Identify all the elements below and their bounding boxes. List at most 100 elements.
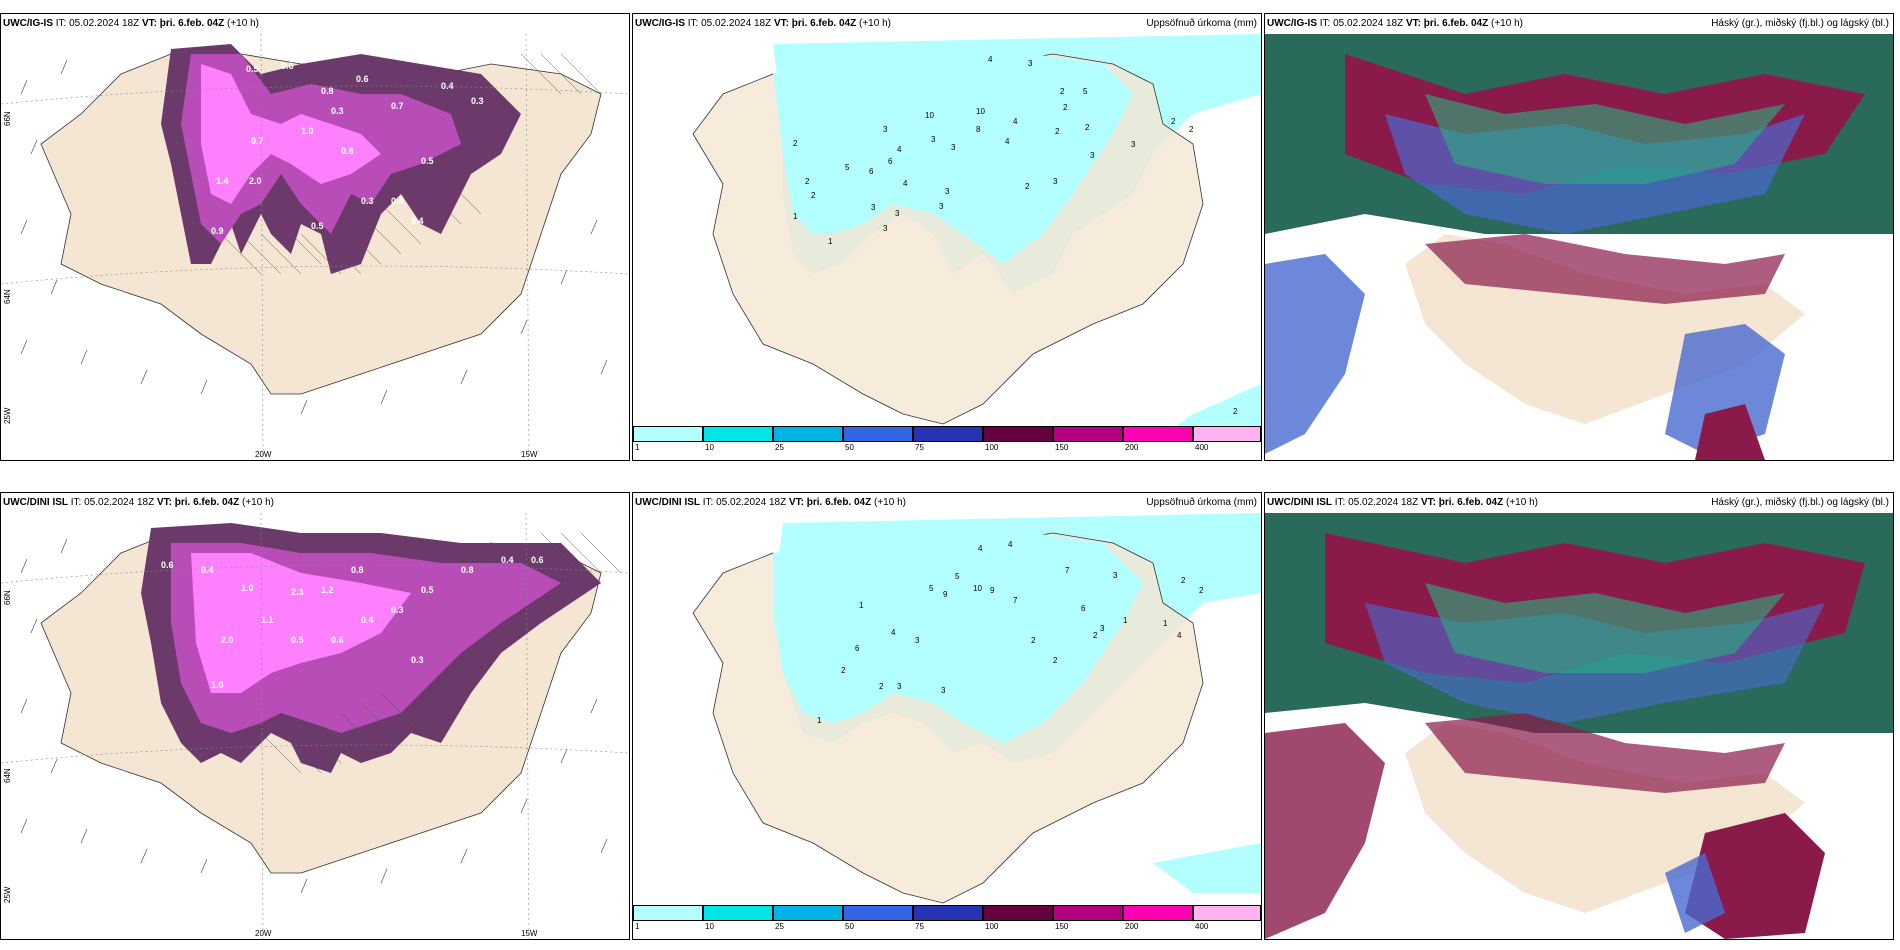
svg-text:3: 3: [883, 224, 888, 233]
precip-labels: 4 4 7 5 5 9 10 9 7 6 3 3 2 2 6 4 3 2 2 1…: [817, 540, 1204, 725]
legend-swatch: [1193, 426, 1261, 442]
svg-text:2: 2: [1199, 586, 1204, 595]
legend-tick-label: 75: [915, 922, 924, 931]
svg-text:4: 4: [1013, 117, 1018, 126]
svg-text:2: 2: [1063, 103, 1068, 112]
precip-map: 4 4 7 5 5 9 10 9 7 6 3 3 2 2 6 4 3 2 2 1…: [633, 513, 1261, 921]
svg-text:8: 8: [976, 125, 981, 134]
legend-tick-label: 1: [635, 922, 640, 931]
lon-label-25w: 25W: [3, 886, 12, 903]
panel-header: UWC/IG-IS IT: 05.02.2024 18Z VT: þri. 6.…: [1267, 18, 1523, 29]
legend-swatch: [703, 905, 773, 921]
legend-swatch: [1123, 426, 1193, 442]
svg-text:5: 5: [955, 572, 960, 581]
svg-text:1.0: 1.0: [301, 126, 314, 136]
svg-text:0.3: 0.3: [391, 605, 404, 615]
legend-tick-label: 1: [635, 443, 640, 452]
snow-map: 0.6 0.4 1.0 2.3 1.2 0.8 2.0 1.1 0.5 0.6 …: [1, 513, 629, 939]
panel-title: Uppsöfnuð úrkoma (mm): [1146, 497, 1257, 508]
svg-text:1: 1: [1123, 616, 1128, 625]
legend-tick-label: 25: [775, 443, 784, 452]
svg-text:1.2: 1.2: [321, 585, 334, 595]
svg-text:0.7: 0.7: [391, 101, 404, 111]
svg-text:0.8: 0.8: [461, 565, 474, 575]
svg-text:0.4: 0.4: [411, 216, 424, 226]
panel-bottom-right-cloud: UWC/DINI ISL IT: 05.02.2024 18Z VT: þri.…: [1264, 492, 1894, 940]
lat-label-64n: 64N: [3, 768, 12, 783]
svg-text:6: 6: [855, 644, 860, 653]
svg-text:2: 2: [879, 682, 884, 691]
svg-text:1.0: 1.0: [211, 680, 224, 690]
svg-text:9: 9: [943, 590, 948, 599]
legend-swatch: [983, 905, 1053, 921]
svg-text:1.0: 1.0: [241, 583, 254, 593]
panel-title: Háský (gr.), miðský (fj.bl.) og lágský (…: [1711, 18, 1889, 29]
svg-text:0.4: 0.4: [361, 615, 374, 625]
legend-swatch: [1193, 905, 1261, 921]
panel-top-right-cloud: UWC/IG-IS IT: 05.02.2024 18Z VT: þri. 6.…: [1264, 13, 1894, 461]
svg-text:1: 1: [817, 716, 822, 725]
legend-tick-label: 200: [1125, 922, 1139, 931]
svg-text:3: 3: [951, 143, 956, 152]
svg-text:1: 1: [793, 212, 798, 221]
svg-text:3: 3: [941, 686, 946, 695]
svg-text:6: 6: [888, 157, 893, 166]
svg-text:2: 2: [1181, 576, 1186, 585]
svg-text:0.3: 0.3: [331, 106, 344, 116]
legend-swatch: [983, 426, 1053, 442]
legend-tick-label: 400: [1195, 443, 1209, 452]
cloud-map: [1265, 513, 1893, 939]
svg-text:0.5: 0.5: [311, 221, 324, 231]
svg-text:0.6: 0.6: [531, 555, 544, 565]
svg-text:4: 4: [897, 145, 902, 154]
panel-header: UWC/IG-IS IT: 05.02.2024 18Z VT: þri. 6.…: [635, 18, 891, 29]
svg-text:5: 5: [929, 584, 934, 593]
legend-tick-label: 200: [1125, 443, 1139, 452]
svg-text:2: 2: [811, 191, 816, 200]
lon-label-20w: 20W: [255, 450, 272, 459]
panel-header: UWC/IG-IS IT: 05.02.2024 18Z VT: þri. 6.…: [3, 18, 259, 29]
svg-text:10: 10: [973, 584, 982, 593]
panel-title: Háský (gr.), miðský (fj.bl.) og lágský (…: [1711, 497, 1889, 508]
svg-text:0.5: 0.5: [246, 64, 259, 74]
legend-swatch: [703, 426, 773, 442]
svg-text:3: 3: [939, 202, 944, 211]
svg-text:0.4: 0.4: [201, 565, 214, 575]
legend-swatch: [1123, 905, 1193, 921]
svg-text:0.3: 0.3: [411, 655, 424, 665]
svg-text:2: 2: [1093, 631, 1098, 640]
legend-tick-label: 100: [985, 443, 999, 452]
svg-text:3: 3: [1100, 624, 1105, 633]
svg-text:10: 10: [925, 111, 934, 120]
snow-labels: 0.5 0.6 0.8 0.3 0.6 0.7 0.4 0.3 0.7 1.0 …: [211, 61, 484, 236]
svg-text:2: 2: [1060, 87, 1065, 96]
svg-text:3: 3: [871, 203, 876, 212]
panel-title: Uppsöfnuð úrkoma (mm): [1146, 18, 1257, 29]
legend-tick-label: 400: [1195, 922, 1209, 931]
legend-tick-label: 100: [985, 922, 999, 931]
legend-swatch: [913, 426, 983, 442]
svg-text:0.3: 0.3: [361, 196, 374, 206]
legend-swatch: [843, 905, 913, 921]
precip-legend: 1 10 25 50 75 100 150 200 400: [633, 905, 1261, 935]
svg-text:3: 3: [1090, 151, 1095, 160]
svg-text:2: 2: [793, 139, 798, 148]
svg-text:3: 3: [895, 209, 900, 218]
svg-text:0.4: 0.4: [501, 555, 514, 565]
legend-swatch: [1053, 905, 1123, 921]
svg-text:3: 3: [1113, 571, 1118, 580]
svg-text:3: 3: [883, 125, 888, 134]
precip-labels: 4 3 3 5 10 10 8 4 4 2 2 2 5 6 4 3 3 2 2 …: [793, 55, 1238, 416]
svg-text:6: 6: [869, 167, 874, 176]
svg-text:0.6: 0.6: [161, 560, 174, 570]
svg-text:0.5: 0.5: [421, 585, 434, 595]
svg-text:2: 2: [1085, 123, 1090, 132]
cloud-map: [1265, 34, 1893, 460]
svg-text:3: 3: [915, 636, 920, 645]
svg-text:0.4: 0.4: [441, 81, 454, 91]
snow-labels: 0.6 0.4 1.0 2.3 1.2 0.8 2.0 1.1 0.5 0.6 …: [161, 555, 544, 690]
svg-text:3: 3: [1131, 140, 1136, 149]
svg-text:4: 4: [988, 55, 993, 64]
svg-text:9: 9: [990, 586, 995, 595]
svg-text:4: 4: [1005, 137, 1010, 146]
